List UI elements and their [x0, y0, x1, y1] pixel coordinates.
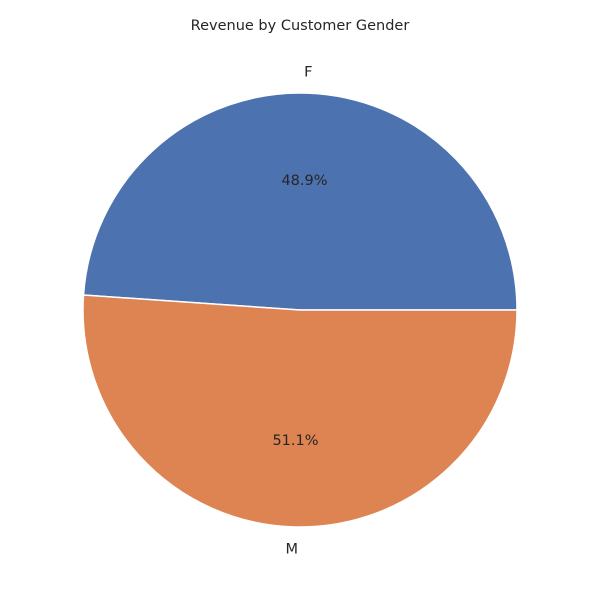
slice-label-f: F	[304, 64, 312, 80]
pie-slices	[82, 92, 518, 528]
slice-label-m: M	[285, 542, 298, 558]
percent-label-f: 48.9%	[281, 173, 327, 189]
pie-slice-m	[82, 294, 518, 528]
chart-title: Revenue by Customer Gender	[191, 18, 410, 34]
pie-labels: F 48.9% M 51.1%	[272, 64, 327, 557]
percent-label-m: 51.1%	[272, 433, 318, 449]
pie-slice-f	[82, 92, 518, 311]
